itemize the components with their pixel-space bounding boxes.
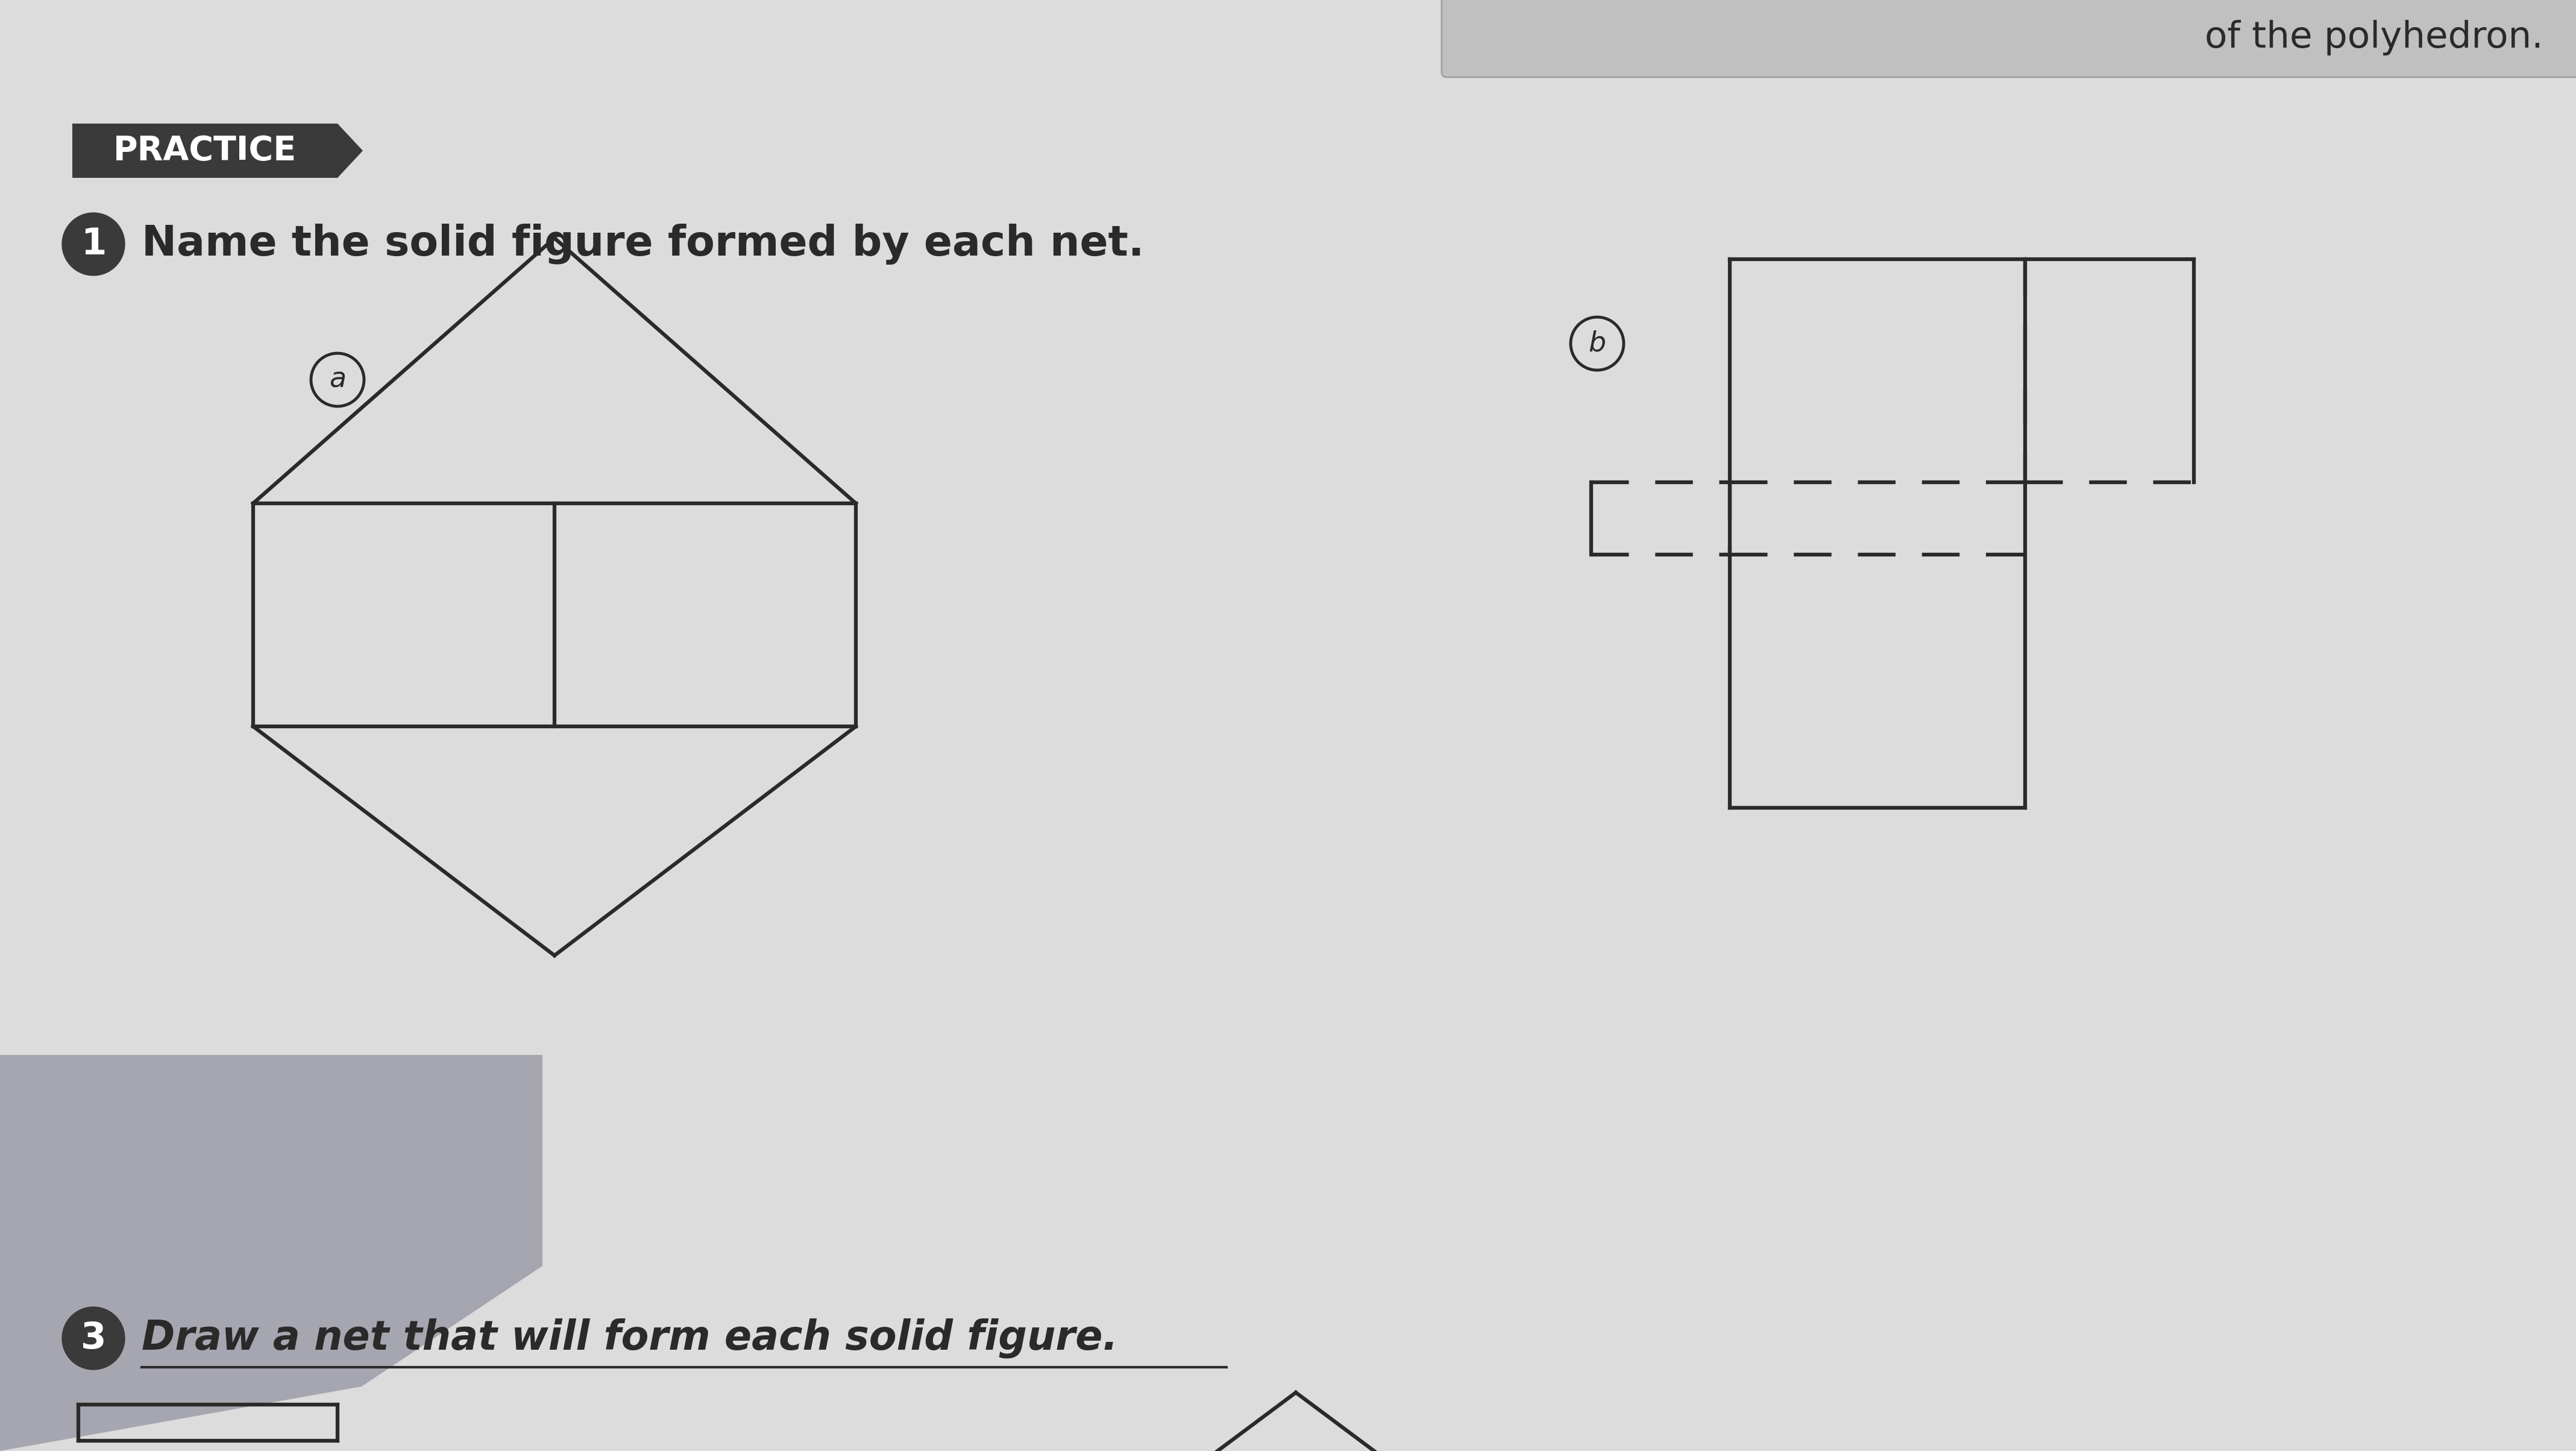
Circle shape — [62, 213, 124, 276]
Polygon shape — [0, 1055, 544, 1451]
Circle shape — [1571, 318, 1623, 370]
Text: b: b — [1589, 329, 1605, 357]
Text: Name the solid figure formed by each net.: Name the solid figure formed by each net… — [142, 223, 1144, 264]
Text: 1: 1 — [80, 226, 106, 263]
Text: a: a — [330, 366, 345, 393]
Text: of the polyhedron.: of the polyhedron. — [2205, 20, 2543, 55]
Circle shape — [312, 353, 363, 406]
Polygon shape — [72, 123, 363, 178]
Text: Draw a net that will form each solid figure.: Draw a net that will form each solid fig… — [142, 1318, 1118, 1358]
Text: 3: 3 — [80, 1320, 106, 1357]
Circle shape — [62, 1307, 124, 1370]
Text: PRACTICE: PRACTICE — [113, 135, 296, 167]
FancyBboxPatch shape — [1443, 0, 2576, 77]
